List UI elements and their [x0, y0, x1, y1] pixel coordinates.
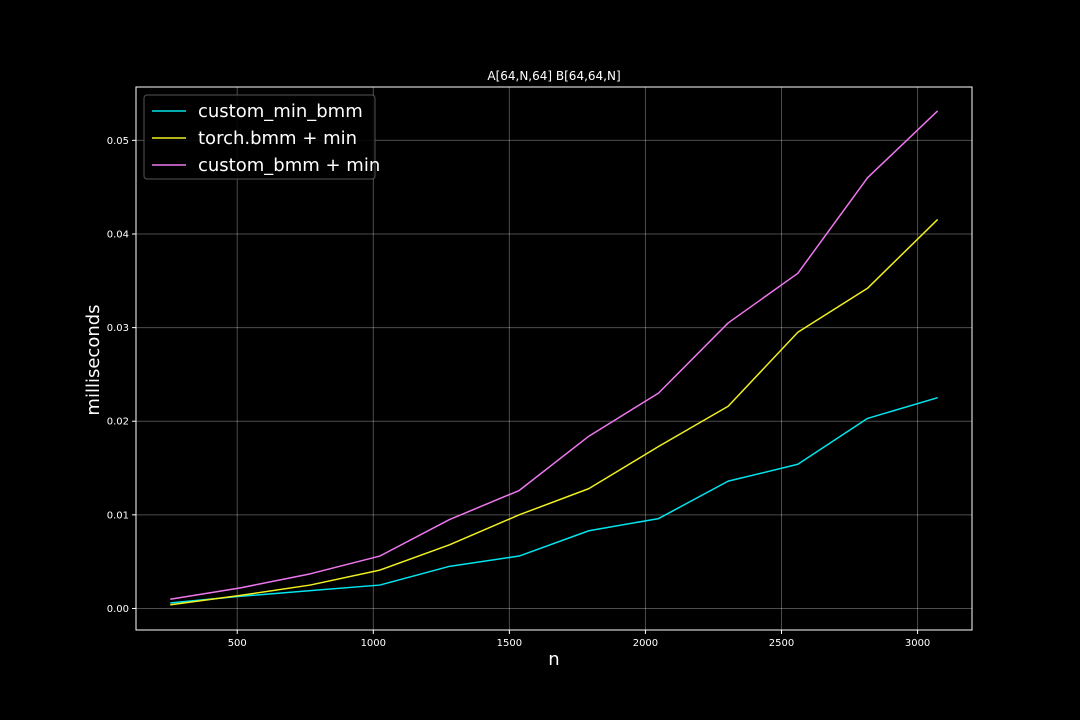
x-tick-label: 2500 [769, 638, 794, 649]
x-tick-label: 500 [228, 638, 247, 649]
x-tick-label: 1000 [361, 638, 386, 649]
legend-box [143, 94, 376, 180]
y-tick-label: 0.04 [107, 229, 129, 240]
series-line-custom-bmm-min [170, 110, 938, 600]
x-axis-label: n [548, 649, 559, 670]
legend-label: custom_min_bmm [198, 101, 363, 122]
x-tick-label: 2000 [633, 638, 658, 649]
x-tick-label: 3000 [905, 638, 930, 649]
y-tick-label: 0.01 [107, 510, 129, 521]
y-tick-label: 0.00 [107, 604, 129, 615]
y-tick-label: 0.03 [107, 323, 129, 334]
series-lines [170, 110, 938, 606]
y-tick-label: 0.02 [107, 417, 129, 428]
chart-title: A[64,N,64] B[64,64,N] [487, 69, 620, 83]
legend-label: torch.bmm + min [198, 128, 357, 149]
y-axis-label: milliseconds [83, 304, 104, 415]
y-tick-label: 0.05 [107, 136, 129, 147]
legend-items: custom_min_bmm torch.bmm + min custom_bmm … [152, 101, 380, 176]
series-line-torch-bmm-min [170, 219, 938, 606]
legend: custom_min_bmm torch.bmm + min custom_bmm … [143, 94, 380, 180]
axis-ticks: 500 1000 1500 2000 2500 3000 0.00 0.01 0.02 0.03 0… [107, 136, 931, 649]
series-line-custom-min-bmm [170, 397, 938, 604]
x-tick-label: 1500 [497, 638, 522, 649]
legend-label: custom_bmm + min [198, 155, 380, 176]
plot-area [135, 86, 973, 631]
